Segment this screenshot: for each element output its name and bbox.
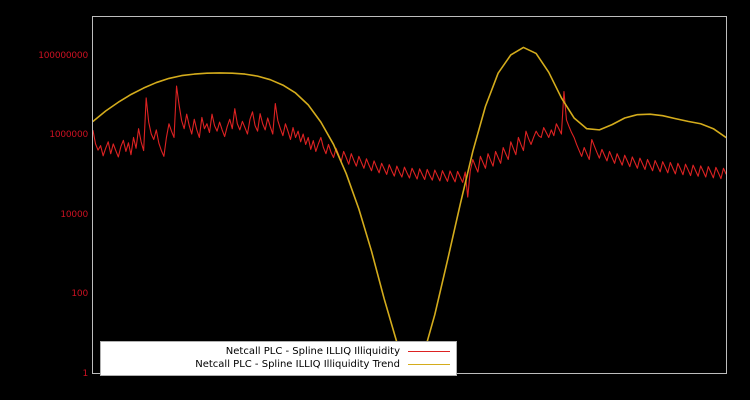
chart-legend: Netcall PLC - Spline ILLIQ Illiquidity N… — [100, 341, 457, 376]
line-swatch-series-0 — [408, 351, 450, 352]
legend-entry-0: Netcall PLC - Spline ILLIQ Illiquidity — [107, 345, 450, 358]
series-group — [93, 47, 726, 369]
y-tick-label-100000000: 100000000 — [38, 50, 88, 61]
chart-svg — [93, 17, 726, 373]
legend-entry-1: Netcall PLC - Spline ILLIQ Illiquidity T… — [107, 358, 450, 371]
y-tick-label-1000000: 1000000 — [49, 130, 88, 141]
y-tick-label-1: 1 — [82, 369, 88, 379]
series-line-1 — [93, 47, 726, 369]
legend-label-series-0: Netcall PLC - Spline ILLIQ Illiquidity — [225, 346, 400, 357]
series-line-0 — [93, 86, 726, 197]
plot-area — [92, 16, 727, 374]
line-swatch-series-1 — [408, 364, 450, 365]
y-tick-label-100: 100 — [71, 289, 88, 300]
y-axis-tick-labels: 1 100 10000 1000000 100000000 — [0, 0, 88, 400]
legend-label-series-1: Netcall PLC - Spline ILLIQ Illiquidity T… — [195, 359, 400, 370]
y-tick-label-10000: 10000 — [60, 209, 88, 220]
